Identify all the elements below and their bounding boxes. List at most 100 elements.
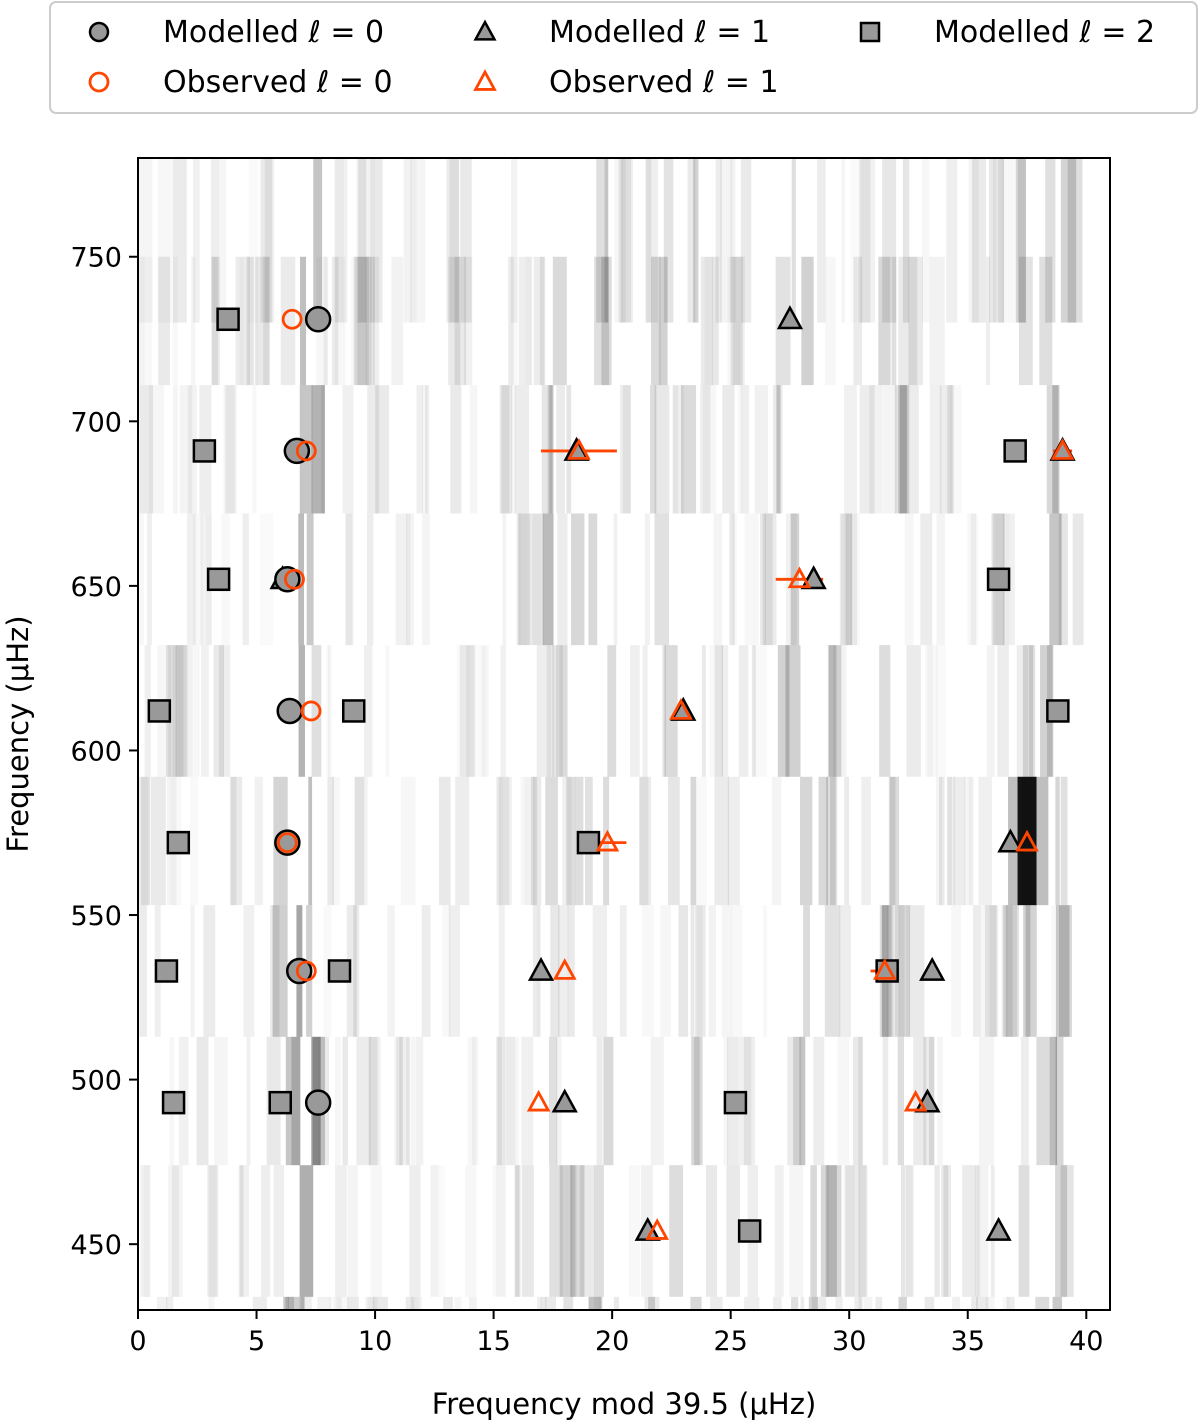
x-tick-label: 30 xyxy=(832,1326,866,1357)
observed-l0-point xyxy=(300,700,322,722)
spectrum-strip xyxy=(547,385,554,514)
spectrum-strip xyxy=(729,513,735,646)
modelled-l2-point xyxy=(737,1219,762,1243)
spectrum-strip xyxy=(306,513,314,646)
modelled-l2-point xyxy=(166,830,191,855)
spectrum-strip xyxy=(645,158,652,323)
modelled-l2-point xyxy=(161,1090,186,1115)
spectrum-strip xyxy=(978,776,992,906)
spectrum-strip xyxy=(321,385,325,514)
spectrum-strip xyxy=(972,905,982,1037)
spectrum-strip xyxy=(406,513,411,646)
modelled-l0-point xyxy=(285,957,313,985)
spectrum-strip xyxy=(1006,905,1019,1037)
spectrum-strip xyxy=(192,158,200,323)
spectrum-strip xyxy=(844,776,850,906)
spectrum-strip xyxy=(738,645,749,777)
spectrum-strip xyxy=(939,385,954,514)
spectrum-strip xyxy=(936,513,945,646)
spectrum-strip xyxy=(144,257,152,385)
spectrum-strip xyxy=(172,645,187,777)
spectrum-strip xyxy=(353,905,357,1037)
spectrum-strip xyxy=(905,385,919,514)
modelled-l2-point xyxy=(986,567,1011,592)
spectrum-strip xyxy=(212,256,220,386)
spectrum-strip xyxy=(356,158,371,323)
spectrum-strip xyxy=(762,513,773,646)
spectrum-strip xyxy=(667,776,680,906)
spectrum-strip xyxy=(521,1036,534,1166)
spectrum-strip xyxy=(496,1036,503,1166)
spectrum-strip xyxy=(620,158,626,323)
spectrum-strip xyxy=(328,645,332,777)
spectrum-strip xyxy=(629,1165,640,1297)
spectrum-strip xyxy=(1006,905,1018,1037)
spectrum-strip xyxy=(989,905,999,1037)
spectrum-strip xyxy=(571,513,585,646)
x-tick-label: 15 xyxy=(476,1326,510,1357)
spectrum-strip xyxy=(372,256,380,386)
legend-entry: Modelled ℓ = 0 xyxy=(88,15,384,50)
spectrum-strip xyxy=(678,905,689,1037)
spectrum-strip xyxy=(515,1165,521,1297)
spectrum-strip xyxy=(811,1296,827,1310)
spectrum-strip xyxy=(694,1036,700,1166)
spectrum-strip xyxy=(988,158,997,323)
spectrum-strip xyxy=(356,1036,371,1166)
spectrum-strip xyxy=(588,1296,602,1310)
spectrum-strip xyxy=(335,158,348,323)
spectrum-strip xyxy=(662,645,666,777)
spectrum-strip xyxy=(829,776,838,906)
spectrum-strip xyxy=(894,385,907,514)
spectrum-strip xyxy=(246,1036,251,1166)
spectrum-strip xyxy=(696,777,707,905)
spectrum-strip xyxy=(660,905,671,1037)
spectrum-strip xyxy=(499,385,510,514)
spectrum-strip xyxy=(1003,905,1008,1037)
spectrum-strip xyxy=(745,513,759,645)
spectrum-strip xyxy=(751,645,756,777)
spectrum-strip xyxy=(709,645,723,777)
spectrum-strip xyxy=(518,256,532,386)
spectrum-strip xyxy=(270,905,280,1037)
spectrum-strip xyxy=(648,1296,656,1310)
spectrum-strip xyxy=(619,385,631,514)
spectrum-strip xyxy=(825,1165,837,1297)
spectrum-strip xyxy=(468,1296,477,1310)
spectrum-strip xyxy=(844,513,853,646)
spectrum-strip xyxy=(463,256,473,386)
spectrum-strip xyxy=(401,777,416,905)
x-tick-label: 5 xyxy=(248,1326,265,1357)
spectrum-strip xyxy=(732,513,737,645)
spectrum-strip xyxy=(644,513,650,646)
observed-l1-point xyxy=(872,958,897,980)
spectrum-strip xyxy=(743,1036,756,1166)
spectrum-strip xyxy=(139,905,147,1037)
spectrum-strip xyxy=(672,385,679,514)
spectrum-strip xyxy=(225,385,237,514)
spectrum-strip xyxy=(947,776,956,906)
spectrum-strip xyxy=(681,385,697,514)
spectrum-strip xyxy=(800,1296,805,1310)
spectrum-strip xyxy=(828,645,837,777)
spectrum-strip xyxy=(1015,158,1026,323)
spectrum-strip xyxy=(799,1036,806,1166)
spectrum-strip xyxy=(559,1165,573,1297)
spectrum-strip xyxy=(793,1036,806,1166)
spectrum-strip xyxy=(410,1296,422,1310)
spectrum-strip xyxy=(246,256,254,386)
modelled-l0-point xyxy=(304,1089,332,1116)
spectrum-strip xyxy=(727,776,740,906)
spectrum-strip xyxy=(263,256,270,386)
spectrum-strip xyxy=(172,158,187,323)
spectrum-strip xyxy=(721,645,729,777)
spectrum-strip xyxy=(166,1296,174,1310)
modelled-l1-point xyxy=(997,828,1024,853)
x-axis: 0 5 10 15 20 25 30 35 40 xyxy=(129,1310,1103,1357)
spectrum-strip xyxy=(311,645,322,777)
spectrum-strip xyxy=(879,645,891,777)
spectrum-strip xyxy=(708,905,716,1037)
modelled-l2-point xyxy=(147,699,172,723)
spectrum-strip xyxy=(905,1165,914,1297)
spectrum-strip xyxy=(776,385,781,514)
